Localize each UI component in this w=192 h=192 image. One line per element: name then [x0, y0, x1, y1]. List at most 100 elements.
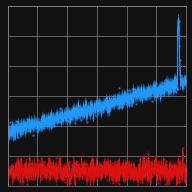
Point: [45, 116, 48, 119]
Point: [141, 180, 144, 183]
Point: [157, 91, 160, 94]
Point: [18, 126, 21, 129]
Point: [12, 175, 16, 179]
Point: [102, 107, 105, 110]
Point: [45, 172, 48, 175]
Point: [67, 119, 70, 122]
Point: [23, 170, 26, 173]
Point: [108, 98, 111, 101]
Point: [32, 133, 35, 136]
Point: [105, 178, 108, 181]
Point: [168, 163, 171, 166]
Point: [95, 108, 98, 111]
Point: [110, 103, 113, 106]
Point: [119, 167, 122, 170]
Point: [142, 95, 145, 98]
Point: [128, 101, 131, 104]
Point: [149, 93, 152, 96]
Point: [90, 110, 93, 113]
Point: [162, 158, 165, 161]
Point: [181, 173, 184, 176]
Point: [66, 166, 69, 169]
Point: [95, 172, 98, 175]
Point: [177, 24, 180, 27]
Point: [113, 163, 116, 166]
Point: [177, 20, 180, 23]
Point: [23, 175, 26, 178]
Point: [59, 106, 62, 109]
Point: [71, 109, 74, 112]
Point: [121, 95, 124, 98]
Point: [35, 120, 38, 123]
Point: [53, 121, 56, 124]
Point: [153, 164, 156, 167]
Point: [90, 168, 93, 171]
Point: [31, 124, 34, 127]
Point: [109, 164, 112, 167]
Point: [76, 116, 79, 119]
Point: [91, 159, 94, 162]
Point: [159, 167, 162, 170]
Point: [135, 178, 138, 181]
Point: [49, 165, 52, 168]
Point: [108, 107, 111, 110]
Point: [68, 181, 71, 184]
Point: [156, 168, 159, 171]
Point: [92, 117, 95, 120]
Point: [86, 173, 89, 176]
Point: [11, 174, 14, 177]
Point: [171, 174, 175, 177]
Point: [98, 107, 101, 110]
Point: [61, 177, 64, 180]
Point: [148, 93, 151, 96]
Point: [40, 118, 43, 121]
Point: [104, 168, 108, 171]
Point: [126, 168, 129, 171]
Point: [155, 173, 158, 176]
Point: [57, 168, 60, 171]
Point: [108, 104, 112, 107]
Point: [138, 175, 142, 178]
Point: [26, 118, 29, 121]
Point: [153, 85, 156, 88]
Point: [88, 170, 91, 173]
Point: [157, 170, 160, 173]
Point: [60, 114, 63, 117]
Point: [107, 166, 110, 169]
Point: [20, 157, 23, 161]
Point: [140, 166, 143, 169]
Point: [59, 163, 62, 166]
Point: [32, 172, 35, 175]
Point: [67, 111, 70, 114]
Point: [157, 87, 160, 90]
Point: [58, 116, 61, 119]
Point: [75, 163, 79, 166]
Point: [86, 106, 89, 109]
Point: [77, 105, 80, 108]
Point: [183, 167, 186, 170]
Point: [39, 124, 42, 127]
Point: [174, 166, 177, 169]
Point: [166, 170, 169, 173]
Point: [53, 124, 56, 127]
Point: [41, 126, 44, 129]
Point: [78, 162, 81, 166]
Point: [101, 165, 104, 168]
Point: [129, 174, 132, 177]
Point: [150, 91, 153, 94]
Point: [93, 167, 96, 170]
Point: [129, 96, 132, 99]
Point: [38, 125, 41, 128]
Point: [133, 94, 137, 97]
Point: [107, 108, 110, 111]
Point: [165, 84, 168, 87]
Point: [68, 182, 71, 185]
Point: [178, 45, 181, 48]
Point: [156, 181, 159, 184]
Point: [138, 93, 141, 96]
Point: [50, 166, 53, 169]
Point: [78, 105, 81, 108]
Point: [150, 99, 153, 103]
Point: [98, 174, 101, 177]
Point: [107, 165, 110, 168]
